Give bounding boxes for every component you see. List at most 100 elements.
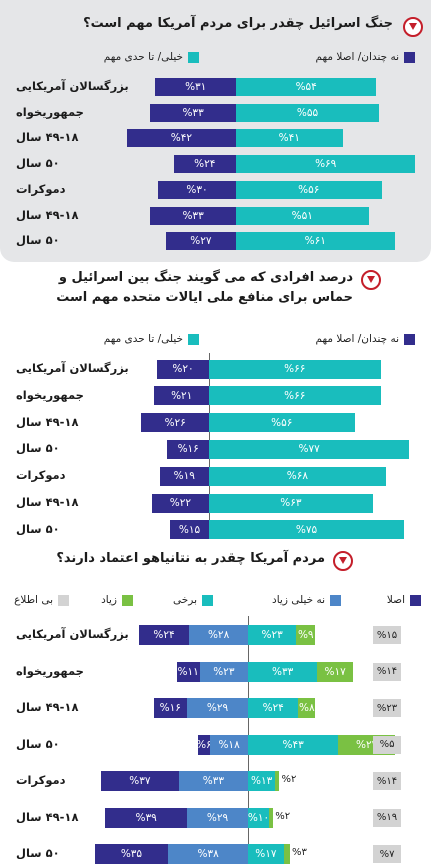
bar-important: %۴۲	[126, 129, 236, 148]
chart-title: جنگ اسرائیل چقدر برای مردم آمریکا مهم اس…	[83, 16, 393, 31]
bar-important: %۲۴	[173, 155, 236, 174]
bar-some: %۲۴	[248, 698, 299, 718]
bar-not-much: %۱۸	[210, 734, 248, 755]
bar-some: %۳۳	[248, 661, 318, 682]
no-info-value: %۱۵	[373, 626, 401, 644]
bar-some: %۲۳	[248, 625, 297, 645]
bar-not-important: %۶۱	[236, 232, 395, 251]
bar-important: %۱۶	[167, 439, 209, 459]
legend-label: نه چندان/ اصلا مهم	[315, 51, 399, 63]
bar-not-at-all: %۲۴	[138, 625, 190, 645]
bar-not-important: %۶۶	[209, 386, 381, 406]
bar-not-much: %۳۳	[178, 771, 248, 791]
bar-not-important: %۴۱	[236, 129, 343, 148]
legend-swatch	[188, 333, 199, 345]
bar-much-label: %۲	[275, 810, 291, 822]
legend-item-not-at-all: اصلا	[387, 594, 421, 606]
bar-much: %۸	[298, 698, 316, 718]
row-label: ۴۹-۱۸ سال	[16, 130, 79, 145]
bar-not-important: %۶۸	[209, 466, 386, 486]
no-info-value: %۱۹	[373, 808, 401, 827]
bar-important: %۱۵	[170, 520, 209, 540]
bar-not-at-all: %۱۶	[153, 698, 188, 718]
legend-label: اصلا	[386, 594, 405, 606]
row-label: ۵۰ سال	[16, 441, 60, 456]
row-label: بزرگسالان آمریکایی	[16, 361, 129, 375]
bar-not-at-all: %۳۹	[105, 807, 188, 828]
row-label: ۴۹-۱۸ سال	[16, 700, 79, 714]
row-label: ۵۰ سال	[16, 846, 60, 860]
bar-not-at-all: %۶	[197, 734, 211, 755]
row-label: ۴۹-۱۸ سال	[16, 207, 79, 222]
legend-label: خیلی/ تا حدی مهم	[103, 51, 183, 63]
row-label: بزرگسالان آمریکایی	[16, 627, 129, 641]
row-label: دموکرات	[16, 773, 66, 787]
row-label: دموکرات	[16, 181, 66, 196]
legend-item-important: خیلی/ تا حدی مهم	[104, 333, 199, 345]
legend-item-important: خیلی/ تا حدی مهم	[104, 51, 199, 63]
bar-much	[283, 844, 290, 864]
bar-much	[269, 807, 274, 828]
bar-important: %۳۱	[155, 78, 236, 96]
legend-swatch	[202, 594, 213, 606]
legend-swatch	[122, 594, 133, 606]
bar-not-much: %۲۹	[187, 807, 248, 828]
bar-not-important: %۷۵	[209, 520, 404, 540]
no-info-value: %۷	[373, 845, 401, 863]
bar-not-important: %۵۶	[236, 180, 382, 199]
legend-item-not-important: نه چندان/ اصلا مهم	[316, 333, 415, 345]
row-label: جمهوریخواه	[16, 104, 84, 119]
bar-not-at-all: %۳۷	[101, 771, 179, 791]
legend-label: برخی	[173, 594, 197, 606]
legend-swatch	[188, 51, 199, 63]
chart-title: درصد افرادی که می گویند جنگ بین اسرائیل …	[56, 270, 353, 305]
legend-label: نه خیلی زیاد	[272, 594, 325, 606]
bar-not-important: %۵۱	[236, 206, 369, 225]
legend-item-not-much: نه خیلی زیاد	[272, 594, 341, 606]
bar-important: %۳۳	[150, 206, 236, 225]
row-label: بزرگسالان آمریکایی	[16, 79, 129, 93]
bar-not-at-all: %۳۵	[94, 844, 169, 864]
row-label: ۵۰ سال	[16, 736, 60, 751]
row-label: دموکرات	[16, 468, 66, 483]
bar-important: %۱۹	[159, 466, 209, 486]
bar-not-much: %۲۸	[189, 625, 248, 645]
row-label: ۴۹-۱۸ سال	[16, 809, 79, 824]
bar-not-much: %۲۳	[199, 661, 248, 682]
bar-some: %۱۰	[248, 807, 269, 828]
bar-not-much: %۳۸	[168, 844, 248, 864]
row-label: ۵۰ سال	[16, 521, 60, 536]
down-arrow-circle-icon	[361, 270, 381, 290]
no-info-value: %۵	[373, 735, 401, 754]
row-label: جمهوریخواه	[16, 663, 84, 678]
legend-label: نه چندان/ اصلا مهم	[315, 333, 399, 345]
chart-panel-1: جنگ اسرائیل چقدر برای مردم آمریکا مهم اس…	[0, 0, 431, 262]
bar-not-much: %۲۹	[187, 698, 248, 718]
legend-swatch	[58, 594, 69, 606]
bar-important: %۲۲	[151, 493, 209, 513]
down-arrow-circle-icon	[403, 17, 423, 37]
bar-some: %۱۳	[248, 771, 276, 791]
bar-not-important: %۵۵	[236, 103, 379, 122]
row-label: جمهوریخواه	[16, 387, 84, 402]
bar-important: %۳۰	[158, 180, 236, 199]
legend-swatch	[404, 51, 415, 63]
no-info-value: %۱۴	[373, 662, 401, 681]
bar-much-label: %۳	[292, 847, 307, 858]
bar-some: %۴۳	[248, 734, 339, 755]
no-info-value: %۲۳	[373, 699, 401, 717]
bar-much: %۱۷	[317, 661, 353, 682]
row-label: ۵۰ سال	[16, 233, 60, 248]
legend-item-much: زیاد	[101, 594, 133, 606]
bar-not-at-all: %۱۱	[176, 661, 200, 682]
legend-label: خیلی/ تا حدی مهم	[103, 333, 183, 345]
bar-much-label: %۲	[281, 774, 297, 785]
bar-important: %۲۶	[141, 413, 209, 433]
legend-swatch	[330, 594, 341, 606]
legend-swatch	[410, 594, 421, 606]
legend-item-not-important: نه چندان/ اصلا مهم	[316, 51, 415, 63]
bar-not-important: %۶۶	[209, 359, 381, 379]
bar-not-important: %۶۹	[236, 155, 416, 174]
legend-label: زیاد	[101, 594, 117, 606]
bar-not-important: %۶۳	[209, 493, 373, 513]
